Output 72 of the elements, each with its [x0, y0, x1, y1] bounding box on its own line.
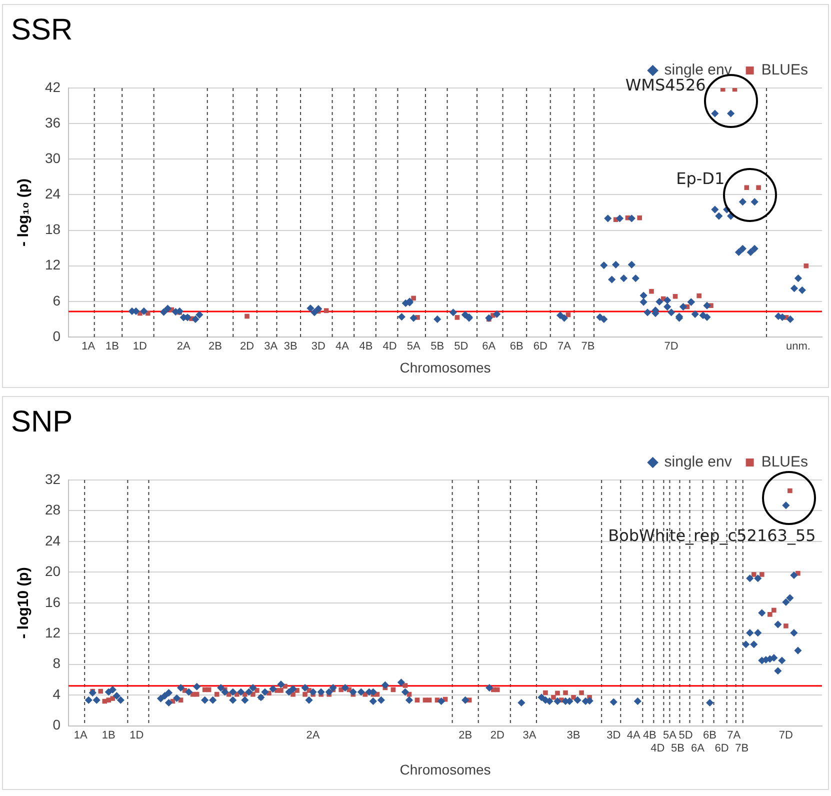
- x-tick-label: 6B: [510, 340, 524, 353]
- x-tick-label: 4D: [650, 742, 665, 755]
- x-tick-label: 2D: [240, 340, 254, 353]
- x-tick-label: 1B: [102, 729, 116, 742]
- y-tick-label: 6: [52, 292, 61, 308]
- x-axis-title: Chromosomes: [400, 359, 491, 376]
- x-tick-label: 1D: [132, 340, 148, 353]
- x-tick-label: 4D: [382, 340, 397, 353]
- y-tick-label: 16: [44, 594, 61, 610]
- x-tick-label: 1B: [105, 340, 119, 353]
- x-tick-label: 2A: [176, 340, 191, 353]
- x-tick-label: 7A: [727, 729, 742, 742]
- y-tick-label: 12: [44, 624, 61, 640]
- x-tick-label: 5B: [670, 742, 684, 755]
- y-tick-label: 42: [44, 78, 61, 95]
- x-tick-label: 6A: [691, 742, 706, 755]
- y-tick-label: 4: [52, 686, 61, 702]
- x-tick-label: 6B: [703, 729, 717, 742]
- x-tick-label: 6D: [533, 340, 548, 353]
- y-tick-label: 32: [44, 470, 61, 487]
- x-tick-label: 4B: [642, 729, 656, 742]
- x-tick-label: 3D: [311, 340, 326, 353]
- x-tick-label: 3A: [522, 729, 537, 742]
- x-tick-label: 5B: [430, 340, 444, 353]
- annotation: Ep-D1: [676, 169, 725, 188]
- y-tick-label: 24: [44, 186, 61, 202]
- x-tick-label: 2B: [208, 340, 222, 353]
- x-tick-label: 7D: [664, 340, 678, 353]
- y-tick-label: 18: [44, 221, 61, 238]
- y-tick-label: 0: [52, 716, 61, 733]
- annotation: BobWhite_rep_c52163_55: [608, 526, 816, 545]
- x-tick-label: 5A: [406, 340, 421, 353]
- x-tick-label: 1A: [82, 340, 96, 353]
- x-tick-label: 1A: [74, 729, 88, 742]
- y-tick-label: 8: [52, 655, 61, 672]
- y-tick-label: 30: [44, 150, 61, 166]
- x-tick-label: 2A: [306, 729, 320, 742]
- legend-label: single env: [664, 454, 732, 471]
- x-tick-label: 6D: [714, 742, 729, 755]
- y-tick-label: 24: [44, 532, 61, 548]
- x-tick-label: 3B: [284, 340, 298, 353]
- chart-title: SSR: [11, 13, 73, 46]
- y-tick-label: 20: [44, 563, 61, 580]
- x-tick-label: 6A: [482, 340, 496, 353]
- x-tick-label: 7D: [778, 729, 794, 742]
- x-tick-label: 4A: [335, 340, 350, 353]
- x-tick-label: unm.: [786, 340, 810, 353]
- x-tick-label: 3A: [264, 340, 278, 353]
- x-tick-label: 2B: [458, 729, 472, 742]
- x-tick-label: 4A: [626, 729, 642, 742]
- x-tick-label: 1D: [130, 729, 144, 742]
- x-tick-label: 3B: [566, 729, 580, 742]
- legend-label: BLUEs: [761, 62, 808, 79]
- x-tick-label: 5D: [678, 729, 693, 742]
- x-tick-label: 7B: [735, 742, 749, 755]
- x-tick-label: 3D: [606, 729, 621, 742]
- chart-title: SNP: [11, 405, 73, 438]
- y-tick-label: 0: [52, 328, 61, 344]
- legend-label: single env: [664, 62, 732, 79]
- y-tick-label: 12: [44, 256, 61, 273]
- y-tick-label: 28: [44, 502, 61, 518]
- x-tick-label: 2D: [490, 729, 504, 742]
- x-tick-label: 7B: [581, 340, 595, 353]
- x-tick-label: 7A: [558, 340, 572, 353]
- x-tick-label: 4B: [359, 340, 373, 353]
- y-axis-title: - log₁₀ (p): [15, 178, 32, 246]
- legend-label: BLUEs: [761, 454, 808, 471]
- x-tick-label: 5A: [662, 729, 678, 742]
- x-tick-label: 5D: [454, 340, 468, 353]
- y-tick-label: 36: [44, 114, 61, 130]
- x-axis-title: Chromosomes: [400, 761, 491, 778]
- y-axis-title: - log10 (p): [15, 567, 32, 639]
